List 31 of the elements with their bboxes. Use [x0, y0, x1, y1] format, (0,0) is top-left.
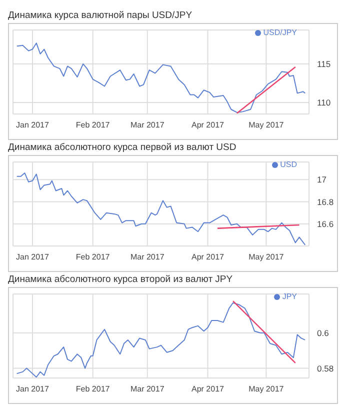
y-tick-label: 115	[317, 58, 331, 69]
chart-title: Динамика абсолютного курса первой из валют USD	[8, 141, 238, 155]
y-tick-label: 16.8	[317, 196, 334, 207]
x-tick-label: Feb 2017	[76, 384, 110, 394]
y-tick-label: 110	[317, 97, 331, 108]
x-tick-label: Apr 2017	[192, 252, 225, 262]
line-series	[16, 302, 306, 378]
x-tick-label: Mar 2017	[130, 120, 165, 130]
x-tick-label: May 2017	[248, 252, 284, 262]
x-tick-label: Mar 2017	[130, 384, 165, 394]
x-tick-label: May 2017	[248, 384, 284, 394]
y-tick-label: 0.6	[317, 328, 330, 338]
legend-label: USD/JPY	[263, 28, 297, 37]
y-tick-label: 0.58	[317, 363, 334, 374]
y-tick-label: 17	[317, 174, 327, 185]
legend-label: JPY	[282, 292, 297, 301]
x-tick-label: Apr 2017	[192, 384, 225, 394]
x-tick-label: Jan 2017	[16, 120, 50, 130]
y-tick-label: 16.6	[317, 218, 334, 229]
x-tick-label: Jan 2017	[16, 384, 50, 394]
x-tick-label: Feb 2017	[76, 252, 110, 262]
line-series	[16, 172, 306, 246]
legend-label: USD	[280, 160, 297, 169]
x-tick-label: May 2017	[248, 120, 284, 130]
chart-title: Динамика абсолютного курса второй из валют JPY	[8, 273, 234, 287]
line-series	[16, 42, 306, 113]
x-tick-label: Apr 2017	[192, 120, 225, 130]
chart-title: Динамика курса валютной пары USD/JPY	[8, 9, 194, 23]
x-tick-label: Mar 2017	[130, 252, 165, 262]
x-tick-label: Jan 2017	[16, 252, 50, 262]
x-tick-label: Feb 2017	[76, 120, 110, 130]
